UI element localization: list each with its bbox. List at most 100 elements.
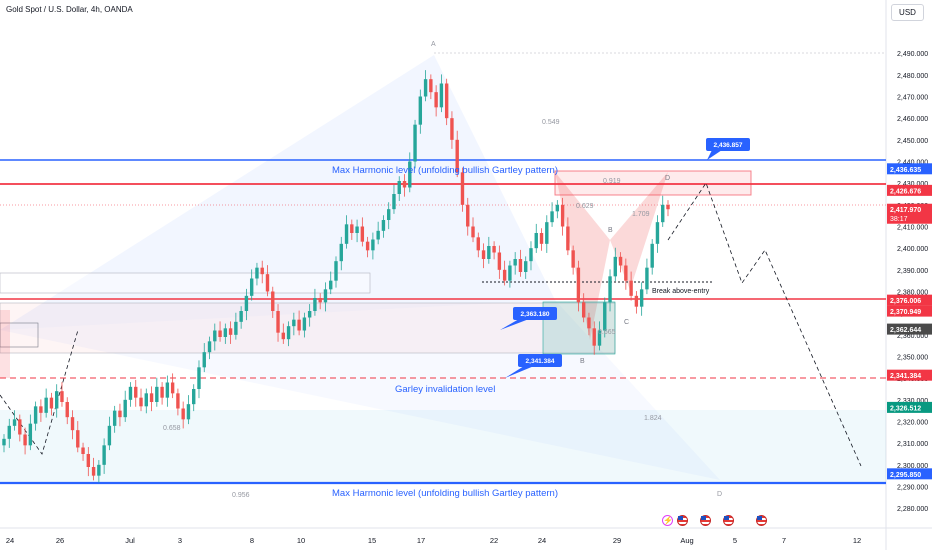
candle-body [513, 259, 517, 266]
y-tick-label: 2,470.000 [897, 95, 928, 102]
callout-label: 2,341.384 [526, 358, 555, 365]
annotation-break-entry: Break above-entry [652, 288, 710, 295]
candle-body [497, 252, 502, 270]
candle-body [434, 92, 438, 108]
annotation-max-harmonic-top: Max Harmonic level (unfolding bullish Ga… [332, 165, 558, 176]
candle-body [587, 317, 591, 329]
candle-body [276, 311, 280, 333]
us-flag-icon[interactable] [677, 515, 688, 526]
price-axis[interactable]: 2,490.000 2,480.000 2,470.000 2,460.000 2,45… [897, 51, 928, 513]
y-tick-label: 2,430.000 [897, 181, 928, 188]
price-level-label: 2,295.850 [890, 472, 921, 479]
y-tick-label: 2,390.000 [897, 268, 928, 275]
y-tick-label: 2,360.000 [897, 333, 928, 340]
candle-body [350, 224, 354, 233]
candle-body [265, 274, 270, 292]
candle-body [413, 124, 417, 162]
candle-body [2, 438, 6, 446]
candle-body [81, 447, 85, 454]
candle-body [244, 295, 249, 311]
price-level-tag [887, 305, 932, 317]
candle-body [49, 397, 54, 409]
callout-label: 2,363.180 [521, 311, 550, 318]
candle-body [386, 209, 391, 220]
y-tick-label: 2,320.000 [897, 420, 928, 427]
candle-body [550, 211, 554, 223]
fib-1709: 1.709 [632, 211, 650, 218]
candle-body [476, 237, 480, 251]
us-flag-icon[interactable] [723, 515, 734, 526]
x-tick-label: 7 [782, 536, 786, 545]
time-axis[interactable]: 24 26 Jul 3 8 10 15 17 22 24 29 Aug 5 7 12 [6, 536, 861, 545]
candle-body [160, 386, 164, 398]
candle-body [60, 391, 64, 402]
candle-body [44, 397, 48, 413]
callout-pointer [707, 150, 722, 160]
candle-body [555, 204, 560, 212]
candle-body [487, 246, 491, 259]
candle-body [560, 204, 565, 227]
price-level-tag [887, 184, 932, 196]
demand-box [542, 301, 616, 355]
currency-button[interactable]: USD [891, 4, 924, 21]
candle-body [255, 267, 259, 279]
left-box [0, 322, 39, 348]
candle-body [539, 233, 544, 244]
candle-body [524, 261, 528, 272]
callout-pointer [500, 319, 529, 330]
point-d: D [665, 175, 670, 182]
candle-body [381, 220, 386, 231]
candle-body [176, 393, 180, 409]
candle-body [613, 256, 618, 277]
candle-body [429, 79, 433, 93]
candle-body [639, 289, 644, 307]
candle-body [149, 393, 154, 402]
pattern-ab-fill [0, 300, 720, 480]
x-tick-label: 3 [178, 536, 182, 545]
pattern-xa-fill [0, 55, 555, 330]
candle-body [455, 139, 459, 173]
candle-body [323, 289, 328, 303]
x-tick-label: Jul [125, 536, 135, 545]
y-tick-label: 2,330.000 [897, 398, 928, 405]
candle-body [260, 267, 264, 275]
economic-events: ⚡ [662, 515, 767, 526]
candle-body [181, 408, 185, 420]
fib-0629: 0.629 [576, 203, 594, 210]
candle-body [23, 434, 27, 446]
candle-body [170, 382, 175, 394]
fib-0665: 0.665 [598, 329, 616, 336]
candle-body [655, 222, 660, 244]
price-level-tag [887, 369, 932, 381]
point-b: B [608, 227, 613, 234]
callout-label: 2,436.857 [714, 142, 743, 149]
candle-body [365, 241, 370, 251]
point-a: A [431, 41, 436, 48]
candle-body [286, 326, 291, 340]
candle-body [502, 269, 507, 281]
fib-0549: 0.549 [542, 119, 560, 126]
candle-body [592, 328, 596, 346]
candle-body [76, 430, 80, 448]
candle-body [518, 259, 523, 272]
candle-body [418, 96, 423, 125]
candle-body [392, 194, 396, 210]
price-level-tag [887, 401, 932, 413]
y-tick-label: 2,460.000 [897, 116, 928, 123]
candle-body [7, 425, 11, 439]
us-flag-icon[interactable] [756, 515, 767, 526]
us-flag-icon[interactable] [700, 515, 711, 526]
price-level-label: 2,426.676 [890, 188, 921, 195]
candle-body [197, 367, 201, 389]
fib-0658: 0.658 [163, 425, 181, 432]
candle-body [629, 280, 633, 296]
y-tick-label: 2,280.000 [897, 506, 928, 513]
flash-icon[interactable]: ⚡ [662, 515, 673, 526]
candle-body [329, 280, 333, 290]
point-b-lower: B [580, 358, 585, 365]
lower-zone [0, 410, 886, 483]
x-tick-label: 24 [6, 536, 14, 545]
candles-group [2, 70, 670, 483]
left-red-box [0, 310, 10, 378]
